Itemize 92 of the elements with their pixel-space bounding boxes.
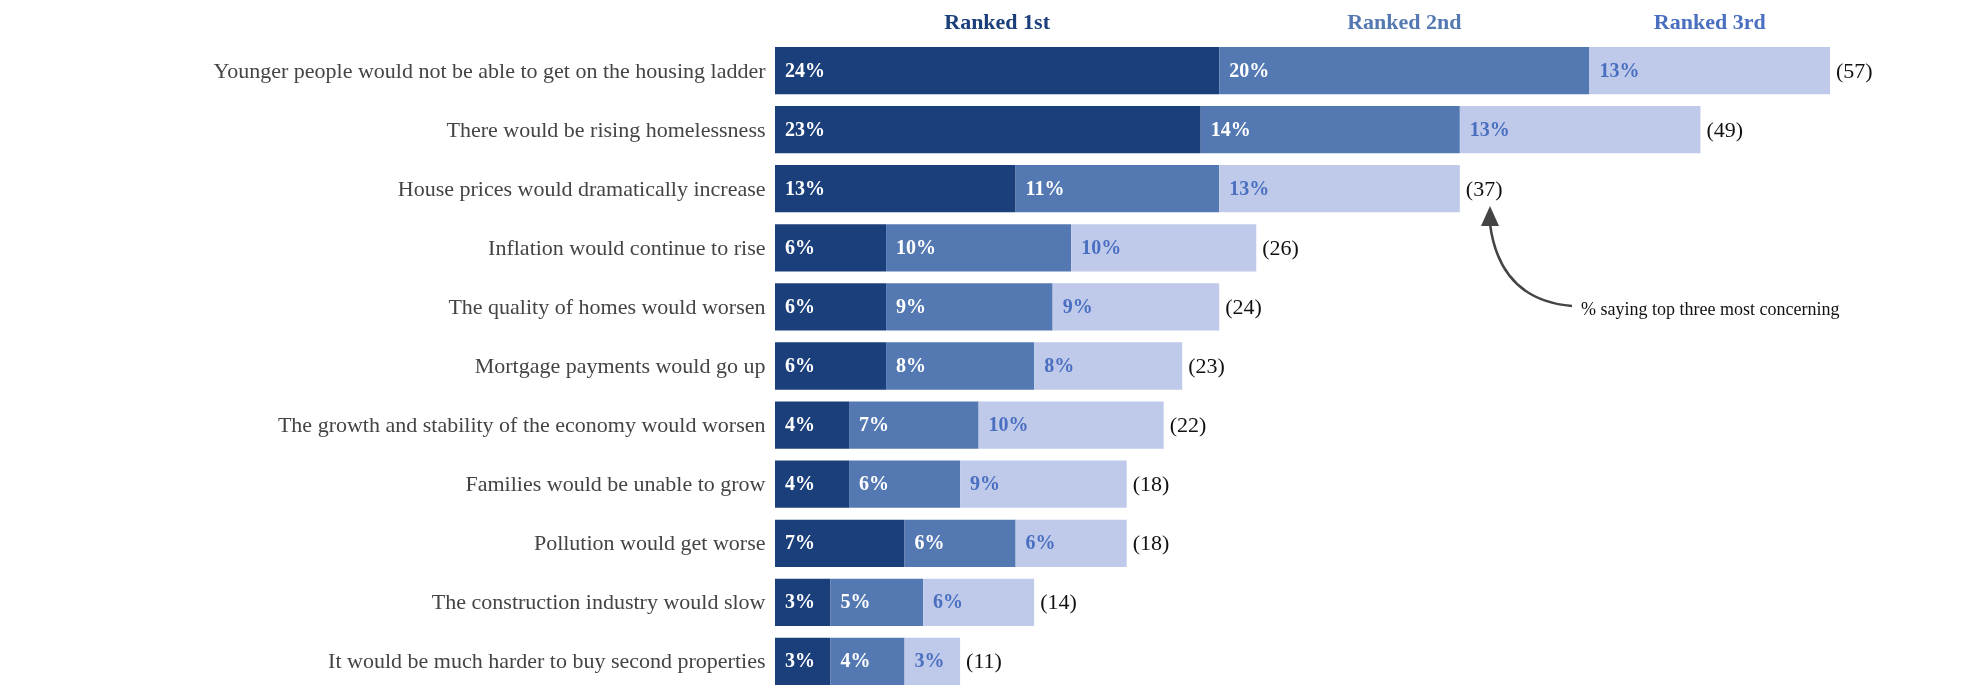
bar: [775, 46, 1220, 95]
data-label: 10%: [896, 235, 937, 258]
bar: [775, 165, 1016, 213]
data-label: 24%: [785, 58, 825, 81]
data-label: 8%: [1044, 354, 1075, 376]
bar: [775, 342, 887, 390]
total-label: (57): [1836, 57, 1873, 83]
data-label: 7%: [785, 531, 815, 554]
data-label: 6%: [859, 472, 890, 495]
data-label: 13%: [1229, 176, 1270, 199]
bar: [849, 460, 961, 508]
data-label: 3%: [785, 649, 815, 672]
data-label: 3%: [914, 649, 945, 672]
bar: [775, 637, 831, 686]
bar: [1034, 342, 1183, 390]
data-label: 20%: [1229, 58, 1270, 81]
data-label: 6%: [933, 590, 964, 613]
bar: [978, 401, 1164, 449]
bar: [775, 519, 905, 567]
annotation: % saying top three most concerning: [1581, 299, 1840, 319]
data-label: 3%: [785, 590, 815, 613]
bar: [904, 519, 1016, 567]
y-tick-label: It would be much harder to buy second properties: [328, 648, 766, 674]
data-label: 6%: [1025, 531, 1056, 554]
bar: [886, 283, 1053, 331]
y-tick-label: The construction industry would slow: [431, 589, 766, 615]
bar: [1015, 519, 1127, 567]
bar: [1015, 165, 1220, 213]
y-tick-label: Mortgage payments would go up: [474, 353, 766, 378]
bar: [775, 283, 887, 331]
y-tick-label: The growth and stability of the economy would worsen: [277, 412, 766, 438]
data-label: 14%: [1210, 117, 1251, 140]
series-label: Ranked 3rd: [1653, 8, 1766, 34]
bar: [775, 578, 831, 626]
total-label: (23): [1188, 353, 1225, 378]
data-label: 6%: [785, 294, 815, 317]
data-label: 8%: [896, 354, 927, 376]
total-label: (18): [1132, 471, 1170, 497]
total-label: (26): [1262, 234, 1299, 260]
bar: [1219, 165, 1460, 213]
y-tick-label: Pollution would get worse: [533, 530, 766, 556]
data-label: 4%: [785, 472, 815, 495]
bar: [1589, 46, 1831, 95]
total-label: (37): [1465, 175, 1503, 201]
total-label: (14): [1040, 589, 1077, 615]
data-label: 7%: [859, 413, 890, 436]
series-label: Ranked 1st: [944, 8, 1051, 34]
data-label: 10%: [1081, 235, 1122, 258]
total-label: (22): [1169, 412, 1207, 438]
data-label: 4%: [840, 649, 871, 672]
bar: [1052, 283, 1220, 331]
bar: [1219, 46, 1590, 95]
bar: [886, 224, 1072, 272]
total-label: (18): [1132, 530, 1170, 556]
bar: [923, 578, 1035, 626]
y-tick-label: House prices would dramatically increase: [397, 175, 766, 201]
bar: [1200, 106, 1460, 154]
data-label: 13%: [1599, 58, 1640, 81]
y-tick-label: Families would be unable to grow: [465, 471, 766, 497]
data-label: 6%: [785, 354, 815, 376]
bar: [1071, 224, 1257, 272]
bar: [849, 401, 979, 449]
data-label: 23%: [785, 117, 825, 140]
y-tick-label: Younger people would not be able to get on the housing ladder: [213, 57, 767, 83]
total-label: (49): [1706, 116, 1744, 142]
y-tick-label: Inflation would continue to rise: [488, 234, 766, 260]
data-label: 6%: [914, 531, 945, 554]
bar: [775, 401, 850, 449]
data-label: 5%: [840, 590, 871, 613]
total-label: (11): [966, 648, 1002, 674]
bar: [830, 637, 905, 686]
y-tick-label: The quality of homes would worsen: [448, 293, 766, 319]
bar: [886, 342, 1035, 390]
bar: [830, 578, 924, 626]
data-label: 10%: [988, 413, 1029, 436]
data-label: 6%: [785, 235, 815, 258]
data-label: 13%: [785, 176, 825, 199]
data-label: 9%: [1062, 294, 1093, 317]
data-label: 13%: [1469, 117, 1510, 140]
bar: [775, 106, 1201, 154]
y-tick-label: There would be rising homelessness: [446, 116, 766, 142]
bar: [960, 460, 1127, 508]
total-label: (24): [1225, 293, 1262, 319]
bar: [775, 224, 887, 272]
data-label: 4%: [785, 413, 815, 436]
data-label: 9%: [970, 472, 1001, 495]
series-label: Ranked 2nd: [1347, 8, 1462, 34]
data-label: 9%: [896, 294, 927, 317]
bar: [775, 460, 850, 508]
bar: [904, 637, 961, 686]
bar: [1459, 106, 1701, 154]
data-label: 11%: [1025, 176, 1065, 199]
